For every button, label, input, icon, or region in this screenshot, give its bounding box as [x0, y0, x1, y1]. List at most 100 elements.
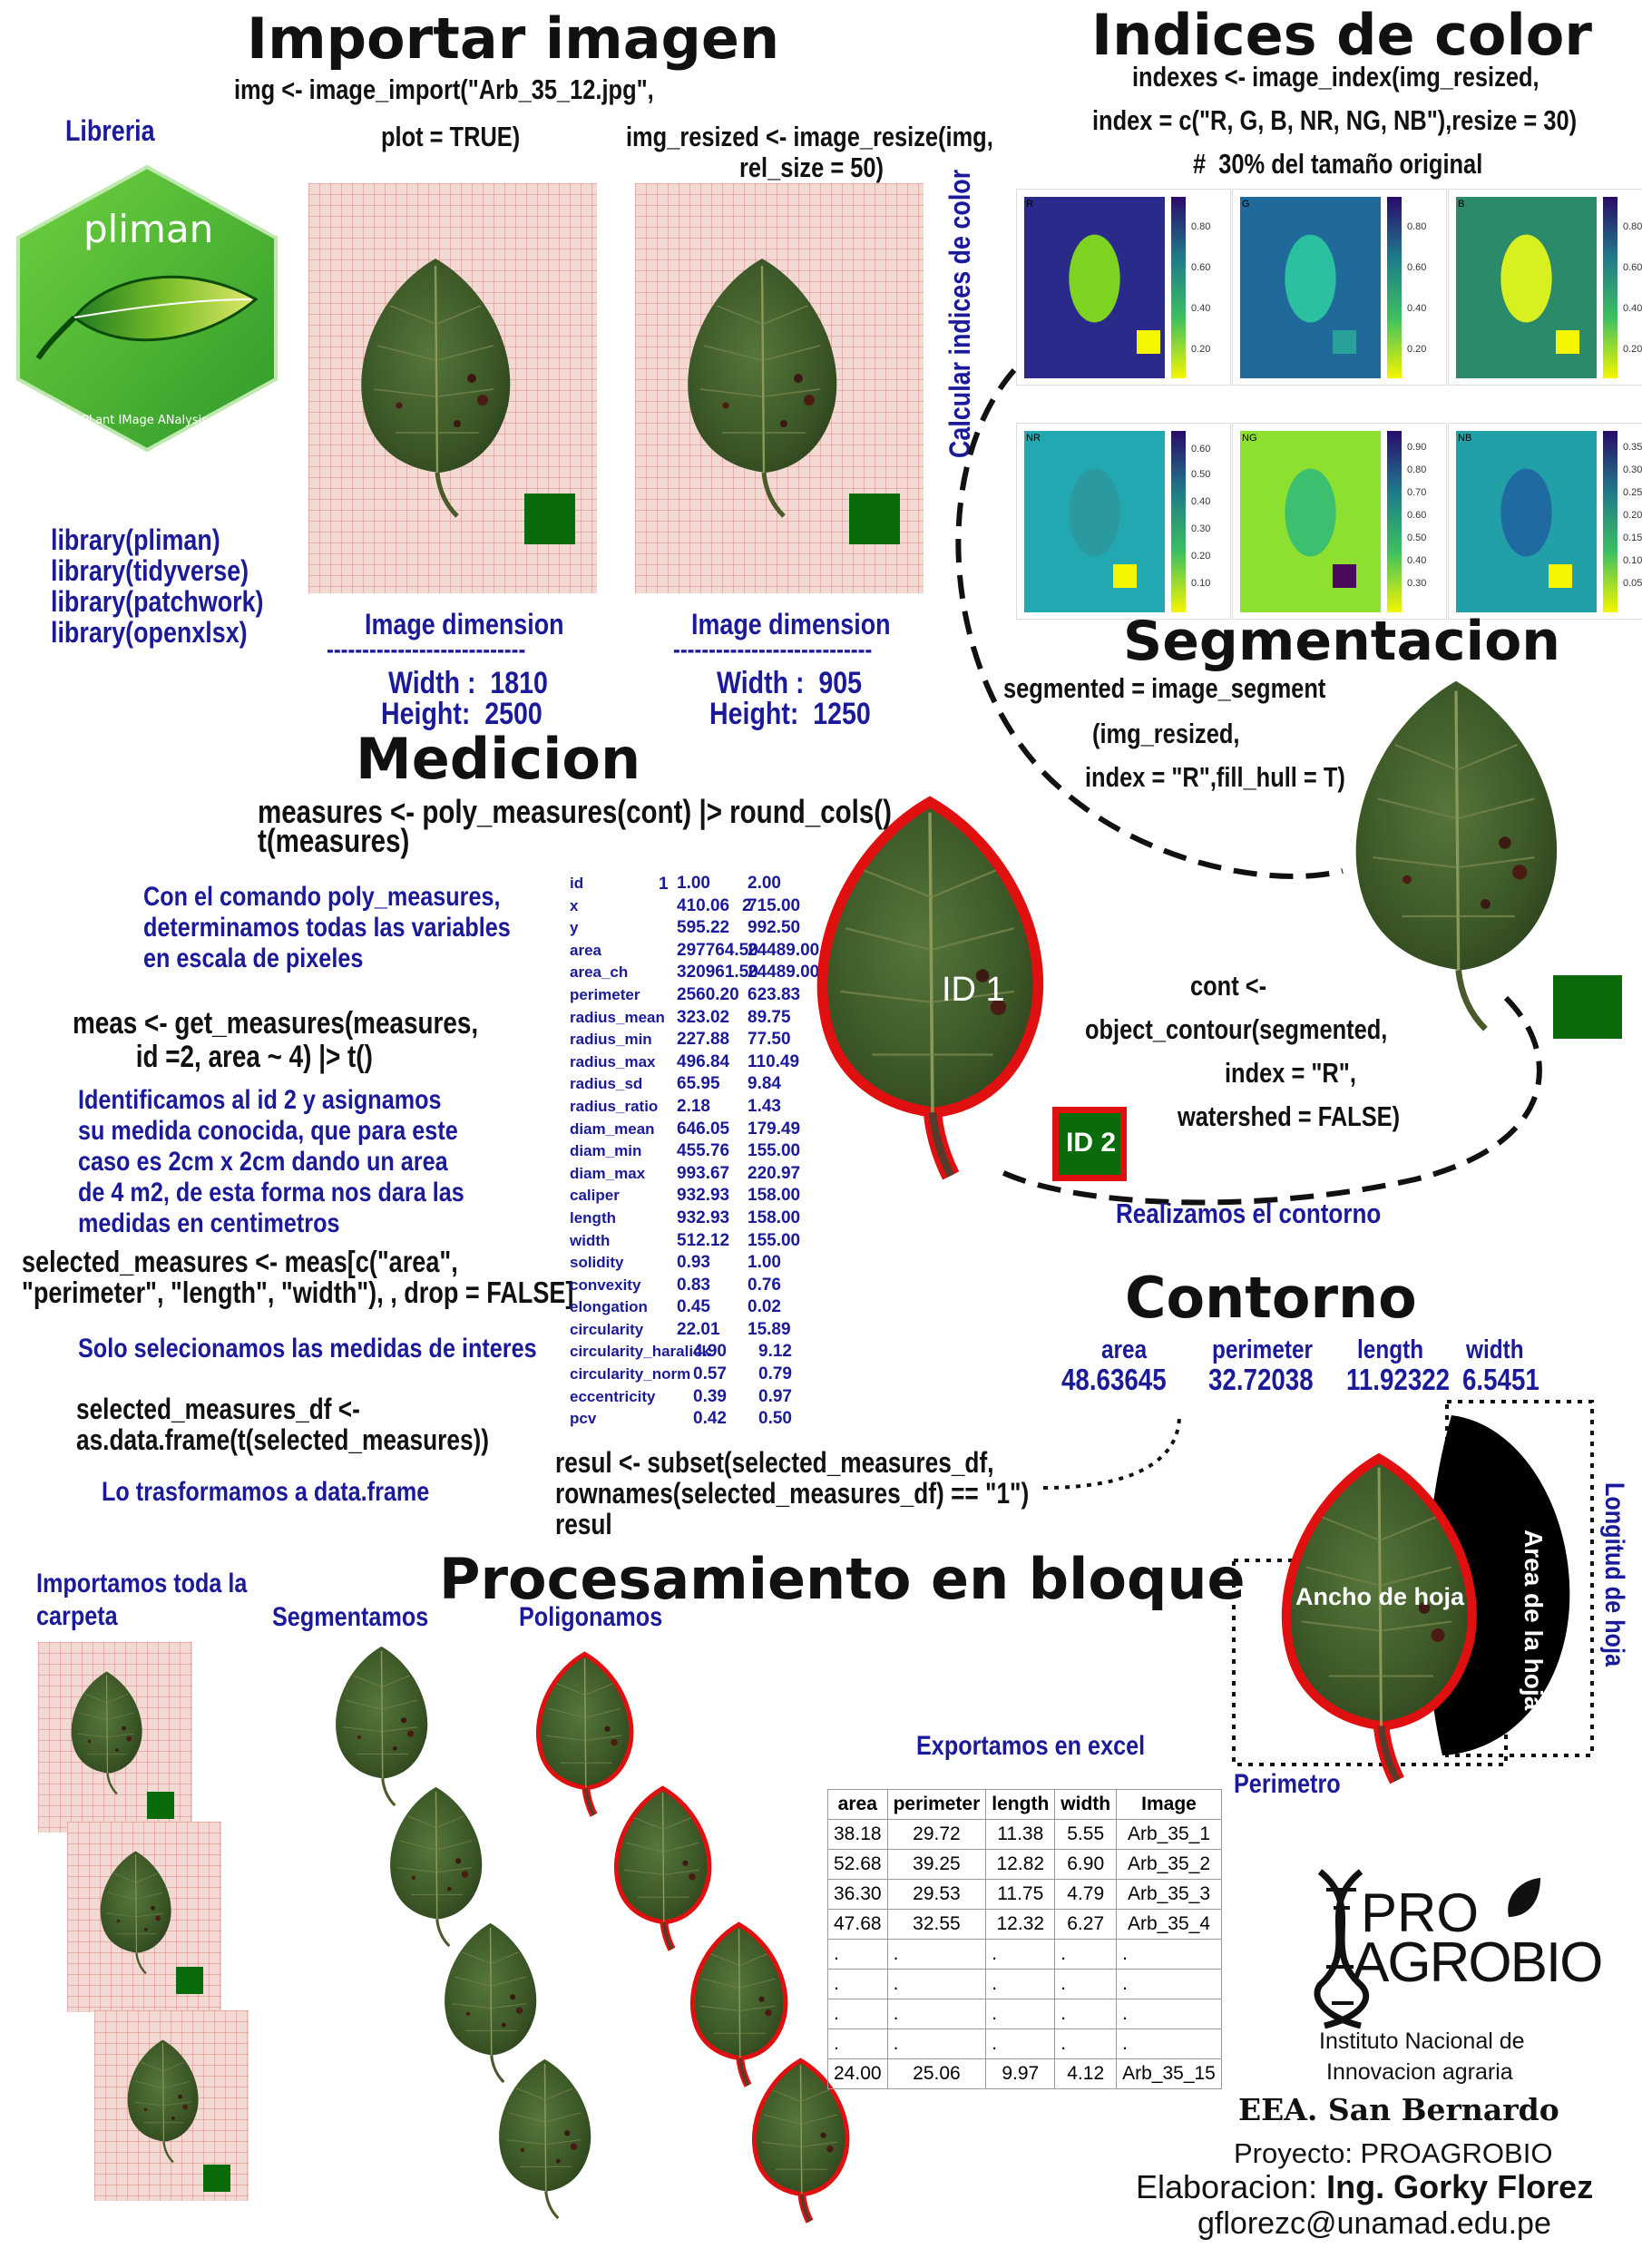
tick: 0.20	[1191, 551, 1211, 562]
lib-line-2: library(tidyverse)	[51, 554, 249, 587]
index-marker	[1333, 564, 1356, 588]
column-header: length	[985, 1789, 1056, 1820]
leaf-icon	[1508, 1878, 1540, 1917]
cell-value: 0.42	[693, 1409, 727, 1429]
table-cell: 36.30	[827, 1879, 888, 1910]
med-note-3: Solo selecionamos las medidas de interes	[78, 1334, 537, 1364]
col-header: 2	[742, 896, 752, 916]
importar-code-2: plot = TRUE)	[381, 121, 521, 152]
med-code-3: meas <- get_measures(measures, id =2, ar…	[73, 1006, 479, 1074]
tick: 0.50	[1191, 469, 1211, 480]
cell-value: 0.39	[693, 1386, 727, 1406]
table-cell: Arb_35_1	[1116, 1819, 1222, 1850]
index-panel-nb: NB 0.35 0.30 0.25 0.20 0.15 0.10 0.05	[1448, 423, 1642, 620]
contorno-label-area: area	[1101, 1335, 1148, 1364]
table-header: 1 2	[570, 851, 842, 940]
tick: 0.80	[1407, 464, 1427, 475]
tick: 0.05	[1623, 578, 1642, 589]
table-row: 38.18 29.72 11.38 5.55 Arb_35_1	[827, 1819, 1222, 1850]
med-note-4: Lo trasformamos a data.frame	[102, 1477, 430, 1507]
lib-line-3: library(patchwork)	[51, 585, 264, 618]
cell-value: 110.49	[748, 1051, 800, 1071]
indices-code-1: indexes <- image_index(img_resized,	[1132, 61, 1539, 93]
dim-label-1: Image dimension	[365, 608, 564, 640]
table-cell: 12.32	[985, 1909, 1056, 1940]
contorno-value-perimeter: 32.72038	[1208, 1363, 1314, 1396]
cell-value: 0.57	[693, 1364, 727, 1384]
med-code-5: selected_measures_df <- as.data.frame(t(…	[76, 1393, 490, 1456]
table-row: radius_min 227.88 77.50	[570, 1029, 860, 1051]
colorbar	[1171, 431, 1186, 612]
seg-code-3: index = "R",fill_hull = T)	[1085, 761, 1345, 793]
perimetro-label: Perimetro	[1234, 1769, 1341, 1799]
cell-value: 1.43	[748, 1096, 781, 1116]
index-label: NB	[1458, 433, 1472, 444]
table-cell: .	[1116, 1999, 1222, 2029]
table-row: perimeter 2560.20 623.83	[570, 984, 860, 1007]
table-cell: .	[1054, 2028, 1118, 2059]
table-cell: 32.55	[886, 1909, 987, 1940]
table-cell: 39.25	[886, 1849, 987, 1880]
table-cell: .	[1054, 1939, 1118, 1970]
med-note-2: Identificamos al id 2 y asignamos su med…	[78, 1085, 464, 1238]
table-row: diam_max 993.67 220.97	[570, 1163, 860, 1186]
row-label: length	[570, 1208, 616, 1227]
cell-value: 77.50	[748, 1030, 791, 1050]
table-cell: 12.82	[985, 1849, 1056, 1880]
row-label: y	[570, 919, 579, 937]
table-row: area_ch 320961.50 24489.00	[570, 962, 860, 984]
table-row: id 1.00 2.00	[570, 873, 860, 895]
cell-value: 2.18	[677, 1096, 710, 1116]
cell-value: 646.05	[677, 1119, 730, 1139]
tick: 0.80	[1191, 221, 1211, 232]
reference-marker	[176, 1967, 203, 1994]
tick: 0.20	[1191, 344, 1211, 355]
row-label: solidity	[570, 1254, 624, 1272]
index-image	[1456, 431, 1597, 612]
area-hoja-label: Area de la hoja	[1520, 1530, 1548, 1711]
row-label: diam_max	[570, 1164, 646, 1182]
row-label: area	[570, 941, 601, 959]
imported-image	[38, 1642, 192, 1833]
tick: 0.20	[1407, 344, 1427, 355]
cell-value: 155.00	[748, 1141, 801, 1161]
reference-marker	[203, 2165, 230, 2192]
table-row: 24.00 25.06 9.97 4.12 Arb_35_15	[827, 2058, 1222, 2089]
cell-value: 9.12	[758, 1342, 792, 1362]
step2-label: Segmentamos	[272, 1602, 429, 1632]
cell-value: 24489.00	[748, 963, 820, 982]
indices-title: Indices de color	[1091, 2, 1592, 68]
width-1: Width : 1810	[388, 666, 548, 700]
step1-label: Importamos toda la carpeta	[36, 1569, 248, 1631]
med-code-4: selected_measures <- meas[c("area", "per…	[22, 1245, 574, 1309]
row-label: area_ch	[570, 963, 629, 982]
reference-marker	[524, 494, 575, 544]
table-row: convexity 0.83 0.76	[570, 1275, 860, 1297]
tick: 0.80	[1623, 221, 1642, 232]
table-cell: .	[1054, 1969, 1118, 1999]
cell-value: 715.00	[748, 895, 801, 915]
table-row: 47.68 32.55 12.32 6.27 Arb_35_4	[827, 1909, 1222, 1940]
tick: 0.80	[1407, 221, 1427, 232]
cell-value: 0.93	[677, 1253, 710, 1273]
row-label: convexity	[570, 1276, 641, 1294]
cell-value: 992.50	[748, 918, 801, 938]
export-table: area perimeter length width Image 38.18 2…	[827, 1789, 1222, 2089]
logo-pro: PRO	[1361, 1882, 1480, 1943]
importar-code-3: img_resized <- image_resize(img,	[626, 121, 993, 152]
colorbar	[1387, 197, 1402, 378]
table-cell: 6.27	[1054, 1909, 1118, 1940]
table-row: .....	[827, 2028, 1222, 2059]
contorno-label-length: length	[1357, 1335, 1424, 1364]
cell-value: 932.93	[677, 1186, 730, 1206]
index-panel-nr: NR 0.60 0.50 0.40 0.30 0.20 0.10	[1016, 423, 1231, 620]
imported-image	[67, 1822, 221, 2012]
table-row: .....	[827, 1969, 1222, 1999]
segmentacion-title: Segmentacion	[1123, 610, 1561, 673]
cell-value: 595.22	[677, 918, 730, 938]
table-cell: .	[1116, 1969, 1222, 1999]
table-cell: 24.00	[827, 2058, 888, 2089]
cell-value: 220.97	[748, 1163, 801, 1183]
table-row: caliper 932.93 158.00	[570, 1185, 860, 1207]
index-marker	[1137, 330, 1160, 354]
